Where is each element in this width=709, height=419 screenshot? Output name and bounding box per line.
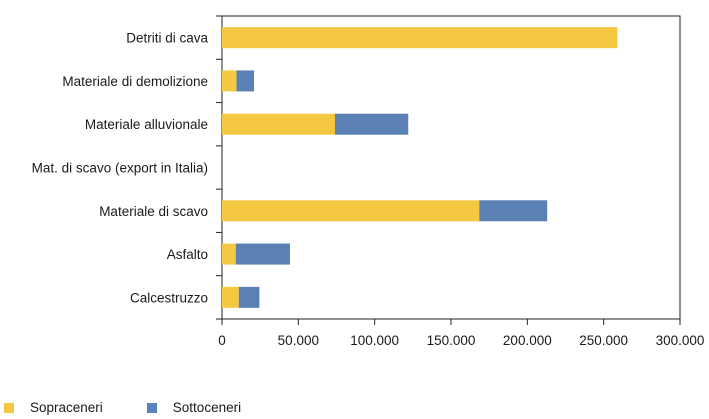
legend-label-sopraceneri: Sopraceneri [30, 400, 103, 415]
x-tick-labels: 0 50.000 100.000 150.000 200.000 250.000 300.0… [218, 333, 704, 348]
legend-swatch-sottoceneri [146, 402, 157, 413]
category-labels: Detriti di cava Materiale di demolizione M… [32, 31, 209, 306]
bar-sottoceneri-materiale-di-scavo [479, 200, 548, 222]
category-label: Materiale alluvionale [85, 117, 208, 132]
bar-sopraceneri-materiale-di-demolizione [222, 70, 237, 92]
category-label: Mat. di scavo (export in Italia) [32, 161, 208, 176]
x-tick-label: 0 [218, 333, 226, 348]
bar-sottoceneri-calcestruzzo [238, 286, 260, 308]
bar-sottoceneri-asfalto [235, 243, 290, 265]
bars [222, 27, 618, 308]
bar-sopraceneri-calcestruzzo [222, 286, 239, 308]
legend-label-sottoceneri: Sottoceneri [172, 400, 242, 415]
bar-sopraceneri-asfalto [222, 243, 236, 265]
legend-item-sottoceneri: Sottoceneri [146, 400, 242, 415]
legend-swatch-sopraceneri [4, 402, 14, 413]
bar-sottoceneri-materiale-alluvionale [334, 113, 409, 135]
legend: Sopraceneri Sottoceneri [0, 400, 241, 415]
category-label: Detriti di cava [126, 31, 208, 46]
category-label: Asfalto [167, 247, 208, 262]
x-tick-label: 100.000 [350, 333, 399, 348]
bar-sopraceneri-materiale-di-scavo [222, 200, 480, 222]
category-label: Materiale di scavo [99, 204, 208, 219]
x-tick-label: 250.000 [579, 333, 628, 348]
bar-sopraceneri-materiale-alluvionale [222, 113, 335, 135]
plot-frame [221, 15, 681, 320]
x-tick-label: 200.000 [503, 333, 552, 348]
bar-sottoceneri-materiale-di-demolizione [236, 70, 255, 92]
category-label: Materiale di demolizione [62, 74, 208, 89]
bar-sopraceneri-detriti-di-cava [222, 27, 618, 49]
y-axis-ticks [216, 15, 222, 320]
legend-item-sopraceneri: Sopraceneri [4, 400, 103, 415]
x-tick-label: 300.000 [656, 333, 705, 348]
x-tick-label: 50.000 [278, 333, 319, 348]
bar-chart: Detriti di cava Materiale di demolizione M… [32, 15, 704, 348]
category-label: Calcestruzzo [130, 290, 208, 305]
x-tick-label: 150.000 [427, 333, 476, 348]
x-axis-ticks [221, 319, 681, 325]
